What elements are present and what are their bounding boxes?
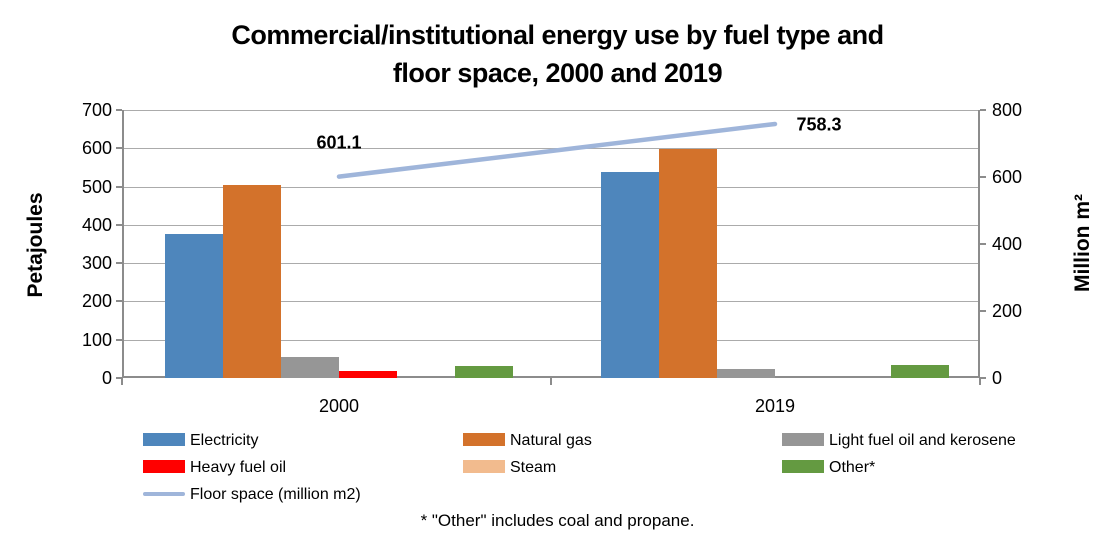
floor-space-data-label: 758.3: [796, 114, 842, 135]
left-axis-tick: [116, 262, 122, 264]
bar-electricity-2019: [601, 172, 659, 378]
legend-color-swatch: [463, 460, 505, 473]
left-axis-tick: [116, 109, 122, 111]
bar-other-2000: [455, 366, 513, 378]
legend-color-swatch: [143, 433, 185, 446]
bar-electricity-2000: [165, 234, 223, 378]
gridline: [122, 110, 980, 111]
bar-natural-gas-2019: [659, 149, 717, 378]
bar-heavy-fuel-oil-2000: [339, 371, 397, 378]
gridline: [122, 187, 980, 188]
legend-line-marker: [143, 492, 185, 496]
left-axis-tick: [116, 377, 122, 379]
bar-natural-gas-2000: [223, 185, 281, 378]
legend-color-swatch: [463, 433, 505, 446]
legend-label: Other*: [829, 459, 876, 476]
left-axis-tick-label: 700: [81, 100, 112, 120]
right-axis-tick-label: 800: [992, 100, 1023, 120]
left-axis-tick: [116, 339, 122, 341]
plot-border: [122, 110, 980, 378]
left-axis-tick-label: 600: [81, 138, 112, 158]
left-axis-tick-label: 300: [81, 253, 112, 273]
left-axis-tick-label: 100: [81, 330, 112, 350]
legend-color-swatch: [782, 460, 824, 473]
bar-light-fuel-oil-and-kerosene-2019: [717, 369, 775, 378]
right-axis-tick: [980, 109, 986, 111]
chart-title: Commercial/institutional energy use by f…: [0, 16, 1115, 92]
left-axis-tick-label: 500: [81, 177, 112, 197]
right-axis-tick-label: 0: [992, 368, 1003, 388]
left-axis-tick-label: 0: [101, 368, 112, 388]
left-axis-tick: [116, 186, 122, 188]
chart-title-line2: floor space, 2000 and 2019: [392, 58, 723, 88]
bottom-axis-tick: [979, 378, 981, 385]
bar-other-2019: [891, 365, 949, 378]
bottom-axis-tick: [550, 378, 552, 385]
bar-light-fuel-oil-and-kerosene-2000: [281, 357, 339, 378]
right-axis-tick-label: 600: [992, 167, 1023, 187]
right-axis-tick: [980, 377, 986, 379]
legend-label: Natural gas: [510, 432, 592, 449]
gridline: [122, 225, 980, 226]
left-axis-tick: [116, 147, 122, 149]
right-axis-tick: [980, 243, 986, 245]
legend-item-floor-space-million-m2: Floor space (million m2): [143, 485, 443, 503]
footnote: * "Other" includes coal and propane.: [420, 511, 695, 530]
floor-space-data-label: 601.1: [316, 132, 362, 153]
gridline: [122, 263, 980, 264]
gridline: [122, 340, 980, 341]
category-label-2019: 2019: [754, 396, 796, 416]
legend-item-natural-gas: Natural gas: [463, 431, 763, 449]
legend-label: Floor space (million m2): [190, 486, 361, 503]
right-axis-tick-label: 200: [992, 301, 1023, 321]
left-axis-tick-label: 200: [81, 291, 112, 311]
legend-label: Steam: [510, 459, 557, 476]
left-axis-tick: [116, 224, 122, 226]
legend-item-light-fuel-oil-and-kerosene: Light fuel oil and kerosene: [782, 431, 1082, 449]
legend-color-swatch: [782, 433, 824, 446]
legend-item-steam: Steam: [463, 458, 763, 476]
legend-item-heavy-fuel-oil: Heavy fuel oil: [143, 458, 443, 476]
legend-color-swatch: [143, 460, 185, 473]
right-axis-tick: [980, 310, 986, 312]
category-label-2000: 2000: [318, 396, 360, 416]
legend-label: Heavy fuel oil: [190, 459, 287, 476]
left-axis-tick: [116, 300, 122, 302]
right-axis-tick-label: 400: [992, 234, 1023, 254]
left-axis-tick-label: 400: [81, 215, 112, 235]
legend-item-electricity: Electricity: [143, 431, 443, 449]
gridline: [122, 301, 980, 302]
chart-title-line1: Commercial/institutional energy use by f…: [231, 20, 884, 50]
legend-item-other: Other*: [782, 458, 1082, 476]
legend-label: Light fuel oil and kerosene: [829, 432, 1016, 449]
right-axis-tick: [980, 176, 986, 178]
legend-label: Electricity: [190, 432, 259, 449]
bottom-axis-tick: [121, 378, 123, 385]
